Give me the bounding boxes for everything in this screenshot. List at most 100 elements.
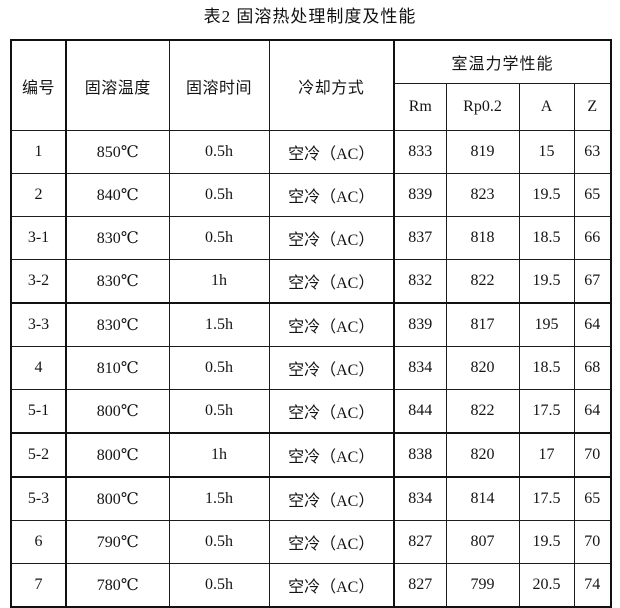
cell-temp: 800℃ [65, 389, 170, 434]
cell-z: 65 [573, 173, 612, 217]
cell-time: 1.5h [168, 476, 270, 521]
cell-rm: 844 [393, 389, 447, 434]
column-group-header-mechanical-properties: 室温力学性能 [393, 39, 612, 84]
cell-rp02: 823 [445, 173, 520, 217]
cell-cooling: 空冷（AC） [268, 476, 395, 521]
cell-z: 66 [573, 216, 612, 260]
table-head: 编号 固溶温度 固溶时间 冷却方式 室温力学性能 Rm Rp0.2 A Z [10, 39, 612, 131]
table-row: 3-3 830℃ 1.5h 空冷（AC） 839 817 195 64 [10, 302, 612, 347]
cell-id: 6 [10, 520, 67, 564]
cell-temp: 810℃ [65, 346, 170, 390]
table-row: 3-2 830℃ 1h 空冷（AC） 832 822 19.5 67 [10, 259, 612, 304]
cell-temp: 800℃ [65, 432, 170, 478]
cell-temp: 790℃ [65, 520, 170, 564]
column-header-temperature: 固溶温度 [65, 39, 170, 131]
cell-a: 18.5 [518, 216, 575, 260]
cell-rm: 827 [393, 520, 447, 564]
cell-rp02: 822 [445, 389, 520, 434]
cell-time: 1h [168, 432, 270, 478]
cell-cooling: 空冷（AC） [268, 563, 395, 608]
cell-rm: 839 [393, 173, 447, 217]
cell-temp: 800℃ [65, 476, 170, 521]
cell-id: 5-3 [10, 476, 67, 521]
cell-z: 70 [573, 520, 612, 564]
cell-id: 5-1 [10, 389, 67, 434]
cell-z: 64 [573, 389, 612, 434]
cell-a: 17.5 [518, 476, 575, 521]
cell-id: 5-2 [10, 432, 67, 478]
table-row: 5-1 800℃ 0.5h 空冷（AC） 844 822 17.5 64 [10, 389, 612, 434]
cell-id: 3-1 [10, 216, 67, 260]
cell-id: 7 [10, 563, 67, 608]
table-row: 3-1 830℃ 0.5h 空冷（AC） 837 818 18.5 66 [10, 216, 612, 260]
cell-temp: 840℃ [65, 173, 170, 217]
cell-id: 3-3 [10, 302, 67, 347]
cell-z: 64 [573, 302, 612, 347]
cell-a: 17 [518, 432, 575, 478]
cell-rm: 827 [393, 563, 447, 608]
header-row-sub: Rm Rp0.2 A Z [11, 83, 612, 131]
cell-z: 74 [573, 563, 612, 608]
header-row-top: 编号 固溶温度 固溶时间 冷却方式 室温力学性能 [10, 39, 612, 131]
cell-time: 0.5h [168, 173, 270, 217]
cell-a: 20.5 [518, 563, 575, 608]
column-header-cooling: 冷却方式 [268, 39, 395, 131]
cell-z: 63 [573, 130, 612, 174]
cell-a: 19.5 [518, 520, 575, 564]
table-row: 2 840℃ 0.5h 空冷（AC） 839 823 19.5 65 [10, 173, 612, 217]
cell-rm: 838 [393, 432, 447, 478]
cell-z: 68 [573, 346, 612, 390]
cell-cooling: 空冷（AC） [268, 130, 395, 174]
cell-a: 18.5 [518, 346, 575, 390]
table-row: 4 810℃ 0.5h 空冷（AC） 834 820 18.5 68 [10, 346, 612, 390]
cell-a: 15 [518, 130, 575, 174]
cell-time: 0.5h [168, 520, 270, 564]
table-row: 5-3 800℃ 1.5h 空冷（AC） 834 814 17.5 65 [10, 476, 612, 521]
cell-rp02: 814 [445, 476, 520, 521]
cell-temp: 830℃ [65, 259, 170, 304]
cell-cooling: 空冷（AC） [268, 346, 395, 390]
cell-time: 1.5h [168, 302, 270, 347]
cell-time: 0.5h [168, 346, 270, 390]
column-header-rp02: Rp0.2 [445, 83, 520, 131]
cell-cooling: 空冷（AC） [268, 259, 395, 304]
cell-rp02: 819 [445, 130, 520, 174]
table-row: 5-2 800℃ 1h 空冷（AC） 838 820 17 70 [10, 432, 612, 478]
cell-temp: 780℃ [65, 563, 170, 608]
cell-temp: 830℃ [65, 216, 170, 260]
cell-a: 195 [518, 302, 575, 347]
cell-id: 1 [10, 130, 67, 174]
cell-a: 19.5 [518, 259, 575, 304]
cell-cooling: 空冷（AC） [268, 389, 395, 434]
cell-id: 2 [10, 173, 67, 217]
cell-z: 67 [573, 259, 612, 304]
table-row: 6 790℃ 0.5h 空冷（AC） 827 807 19.5 70 [10, 520, 612, 564]
cell-rp02: 817 [445, 302, 520, 347]
cell-rp02: 822 [445, 259, 520, 304]
cell-rm: 837 [393, 216, 447, 260]
cell-time: 0.5h [168, 389, 270, 434]
cell-cooling: 空冷（AC） [268, 173, 395, 217]
cell-z: 70 [573, 432, 612, 478]
cell-z: 65 [573, 476, 612, 521]
column-header-elongation: A [518, 83, 575, 131]
table-body: 1 850℃ 0.5h 空冷（AC） 833 819 15 63 2 840℃ 0.5h 空冷（AC）… [10, 130, 612, 608]
cell-a: 19.5 [518, 173, 575, 217]
cell-rm: 839 [393, 302, 447, 347]
cell-rm: 834 [393, 346, 447, 390]
cell-time: 0.5h [168, 563, 270, 608]
column-header-id: 编号 [10, 39, 67, 131]
cell-a: 17.5 [518, 389, 575, 434]
table-caption: 表2 固溶热处理制度及性能 [203, 7, 417, 26]
cell-cooling: 空冷（AC） [268, 520, 395, 564]
cell-time: 1h [168, 259, 270, 304]
cell-rm: 832 [393, 259, 447, 304]
cell-rp02: 799 [445, 563, 520, 608]
cell-cooling: 空冷（AC） [268, 302, 395, 347]
cell-temp: 830℃ [65, 302, 170, 347]
cell-rp02: 820 [445, 432, 520, 478]
column-header-rm: Rm [393, 83, 447, 131]
table-row: 1 850℃ 0.5h 空冷（AC） 833 819 15 63 [10, 130, 612, 174]
